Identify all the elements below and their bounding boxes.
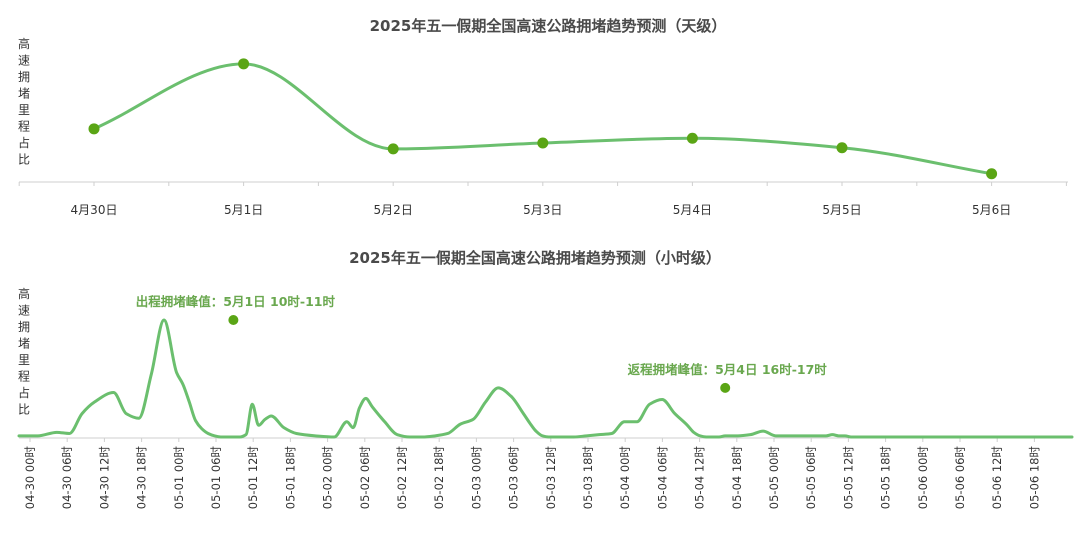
hourly-tick-label: 05-03 18时 (581, 446, 595, 510)
hourly-tick-label: 05-06 00时 (916, 446, 930, 510)
hourly-tick-label: 05-05 06时 (804, 446, 818, 510)
hourly-tick-label: 05-02 12时 (395, 446, 409, 510)
hourly-tick-label: 05-06 12时 (990, 446, 1004, 510)
hourly-y-axis-label: 高速拥堵里程占比 (18, 286, 30, 417)
daily-point (88, 123, 100, 135)
daily-point (238, 58, 250, 70)
hourly-tick-label: 05-02 06时 (358, 446, 372, 510)
hourly-series-line (17, 318, 1074, 439)
hourly-tick-label: 05-04 18时 (730, 446, 744, 510)
hourly-tick-label: 05-04 12时 (693, 446, 707, 510)
peak-marker (720, 382, 731, 393)
daily-point (537, 137, 549, 149)
hourly-tick-label: 05-01 18时 (283, 446, 297, 510)
hourly-tick-label: 05-03 00时 (469, 446, 483, 510)
daily-tick-label: 5月2日 (374, 203, 413, 217)
daily-chart: 2025年五一假期全国高速公路拥堵趋势预测（天级） 高速拥堵里程占比 4月30日… (18, 17, 1068, 217)
peak-annotation-label: 出程拥堵峰值：5月1日 10时-11时 (136, 294, 336, 309)
hourly-tick-label: 05-06 18时 (1027, 446, 1041, 510)
hourly-tick-label: 05-06 06时 (953, 446, 967, 510)
daily-markers (88, 58, 998, 180)
daily-tick-label: 5月6日 (972, 203, 1011, 217)
daily-point (836, 142, 848, 154)
daily-chart-title: 2025年五一假期全国高速公路拥堵趋势预测（天级） (370, 17, 727, 35)
hourly-tick-label: 05-05 00时 (767, 446, 781, 510)
daily-tick-label: 5月4日 (673, 203, 712, 217)
daily-series-line (92, 62, 994, 176)
hourly-tick-label: 05-04 06时 (655, 446, 669, 510)
daily-y-axis-label: 高速拥堵里程占比 (18, 36, 30, 167)
daily-tick-label: 5月5日 (822, 203, 861, 217)
hourly-tick-label: 05-01 06时 (209, 446, 223, 510)
hourly-tick-label: 05-04 00时 (618, 446, 632, 510)
daily-point (686, 132, 698, 144)
hourly-tick-label: 04-30 12时 (97, 446, 111, 510)
hourly-tick-label: 04-30 06时 (60, 446, 74, 510)
hourly-tick-label: 05-02 18时 (432, 446, 446, 510)
hourly-chart: 2025年五一假期全国高速公路拥堵趋势预测（小时级） 高速拥堵里程占比 04-3… (17, 249, 1074, 509)
daily-tick-label: 4月30日 (71, 203, 118, 217)
daily-tick-label: 5月3日 (523, 203, 562, 217)
hourly-tick-label: 05-02 00时 (321, 446, 335, 510)
daily-point (387, 143, 399, 155)
daily-point (986, 168, 998, 180)
hourly-tick-label: 04-30 00时 (23, 446, 37, 510)
hourly-tick-label: 04-30 18时 (135, 446, 149, 510)
hourly-tick-label: 05-01 00时 (172, 446, 186, 510)
hourly-x-ticks: 04-30 00时 04-30 06时 04-30 12时 04-30 18时 05-0… (23, 438, 1041, 509)
hourly-tick-label: 05-05 12时 (841, 446, 855, 510)
daily-tick-label: 5月1日 (224, 203, 263, 217)
hourly-tick-label: 05-01 12时 (246, 446, 260, 510)
hourly-tick-label: 05-05 18时 (879, 446, 893, 510)
hourly-tick-label: 05-03 06时 (507, 446, 521, 510)
daily-x-ticks: 4月30日 5月1日 5月2日 5月3日 5月4日 5月5日 5月6日 (18, 182, 1067, 217)
hourly-tick-label: 05-03 12时 (544, 446, 558, 510)
peak-marker (228, 315, 239, 325)
peak-annotation-label: 返程拥堵峰值：5月4日 16时-17时 (628, 362, 828, 377)
hourly-chart-title: 2025年五一假期全国高速公路拥堵趋势预测（小时级） (349, 249, 721, 267)
